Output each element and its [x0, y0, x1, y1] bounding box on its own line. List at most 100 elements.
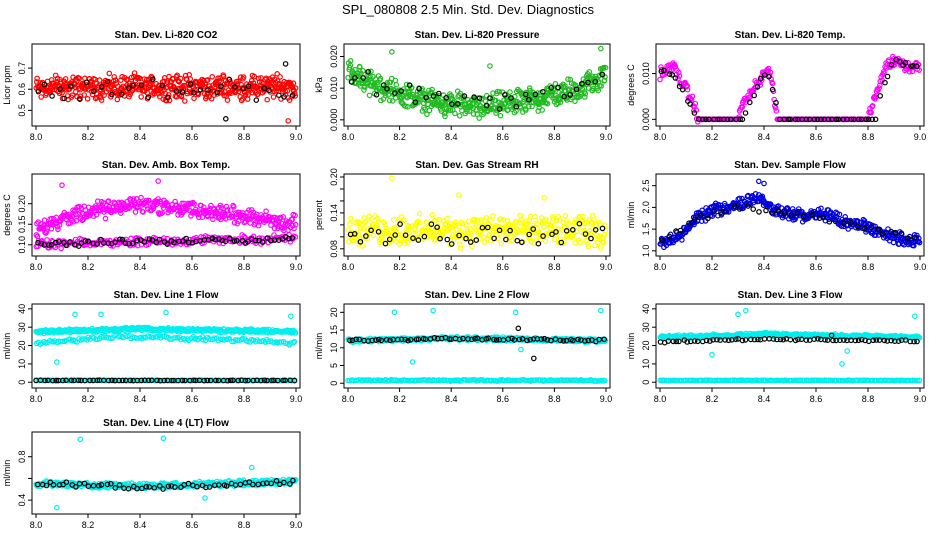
- x-tick-label: 8.6: [186, 132, 199, 142]
- data-point: [235, 78, 241, 85]
- data-point: [118, 91, 125, 98]
- data-point: [119, 236, 126, 243]
- data-point: [479, 95, 485, 102]
- data-point: [416, 85, 422, 92]
- x-tick-label: 9.0: [914, 394, 927, 404]
- x-tick-label: 8.8: [548, 132, 561, 142]
- data-point: [811, 116, 818, 123]
- data-point: [122, 240, 129, 247]
- data-point: [245, 92, 251, 98]
- data-point: [814, 116, 821, 123]
- data-point: [711, 116, 717, 123]
- outlier-point: [456, 192, 462, 198]
- y-tick-label: 30: [17, 322, 27, 332]
- y-tick-label: 10: [17, 359, 27, 369]
- x-tick-label: 8.2: [706, 132, 719, 142]
- data-point: [365, 69, 371, 75]
- y-tick-label: 10: [329, 343, 339, 353]
- x-tick-label: 8.4: [445, 262, 458, 272]
- data-point: [470, 105, 477, 112]
- outlier-point: [163, 309, 169, 316]
- data-point: [557, 95, 563, 102]
- data-point: [214, 89, 221, 96]
- y-tick-label: 0.20: [329, 168, 339, 186]
- y-tick-label: 5: [329, 363, 339, 368]
- data-point: [191, 201, 198, 207]
- x-tick-label: 8.2: [393, 262, 406, 272]
- data-point: [101, 92, 107, 99]
- plot-frame: [343, 43, 611, 127]
- plot-frame: [655, 43, 925, 127]
- x-tick-label: 8.6: [186, 394, 199, 404]
- data-point: [224, 97, 231, 103]
- outlier-point: [389, 48, 395, 55]
- y-axis-label: ml/min: [626, 333, 636, 360]
- x-tick-label: 8.0: [342, 394, 355, 404]
- data-point: [714, 116, 721, 123]
- x-tick-label: 9.0: [290, 394, 303, 404]
- data-point: [218, 83, 224, 90]
- data-point: [430, 93, 437, 99]
- data-point: [138, 94, 145, 100]
- data-point: [222, 238, 229, 245]
- data-point: [461, 93, 468, 99]
- data-point: [565, 76, 571, 83]
- data-point: [159, 90, 165, 96]
- data-point: [542, 238, 549, 245]
- data-point: [727, 116, 734, 123]
- data-point: [192, 87, 198, 93]
- data-point: [884, 73, 891, 80]
- data-point: [597, 245, 604, 251]
- outlier-point: [597, 45, 604, 52]
- series-all: [345, 175, 609, 252]
- data-point: [246, 207, 252, 213]
- data-point: [586, 69, 593, 75]
- data-point: [83, 79, 90, 86]
- y-axis-label: ml/min: [626, 202, 636, 229]
- data-point: [69, 92, 76, 99]
- page-title: SPL_080808 2.5 Min. Std. Dev. Diagnostic…: [342, 2, 594, 17]
- data-point: [231, 204, 237, 210]
- data-point: [82, 238, 89, 244]
- data-point: [235, 88, 242, 95]
- data-point: [205, 87, 211, 93]
- x-tick-label: 8.0: [30, 262, 43, 272]
- x-tick-label: 8.0: [30, 132, 43, 142]
- x-tick-label: 8.4: [758, 132, 771, 142]
- data-point: [769, 86, 776, 93]
- data-point: [227, 235, 233, 242]
- outlier-point: [755, 178, 762, 185]
- data-point: [356, 241, 363, 248]
- data-point: [289, 216, 296, 223]
- data-point: [377, 75, 384, 82]
- data-point: [757, 82, 764, 89]
- data-point: [403, 81, 410, 88]
- data-point: [132, 209, 139, 215]
- data-point: [234, 238, 240, 244]
- data-point: [78, 240, 85, 247]
- data-point: [517, 212, 524, 219]
- data-point: [476, 95, 483, 102]
- y-axis-label: degrees C: [2, 194, 12, 236]
- plot-frame: [343, 173, 611, 257]
- data-point: [848, 116, 855, 123]
- data-point: [366, 92, 373, 99]
- data-point: [380, 82, 387, 88]
- plot-frame: [655, 303, 925, 389]
- data-point: [41, 81, 48, 88]
- data-point: [418, 94, 424, 101]
- data-point: [386, 97, 393, 104]
- panel-title: Stan. Dev. Sample Flow: [734, 160, 846, 171]
- data-point: [360, 68, 366, 74]
- data-point: [38, 94, 45, 100]
- data-point: [913, 63, 920, 70]
- data-point: [447, 107, 454, 114]
- data-point: [41, 217, 48, 224]
- data-point: [135, 242, 141, 249]
- data-point: [497, 112, 504, 119]
- data-point: [443, 95, 449, 101]
- panel-title: Stan. Dev. Li-820 CO2: [115, 30, 218, 41]
- data-point: [67, 239, 73, 245]
